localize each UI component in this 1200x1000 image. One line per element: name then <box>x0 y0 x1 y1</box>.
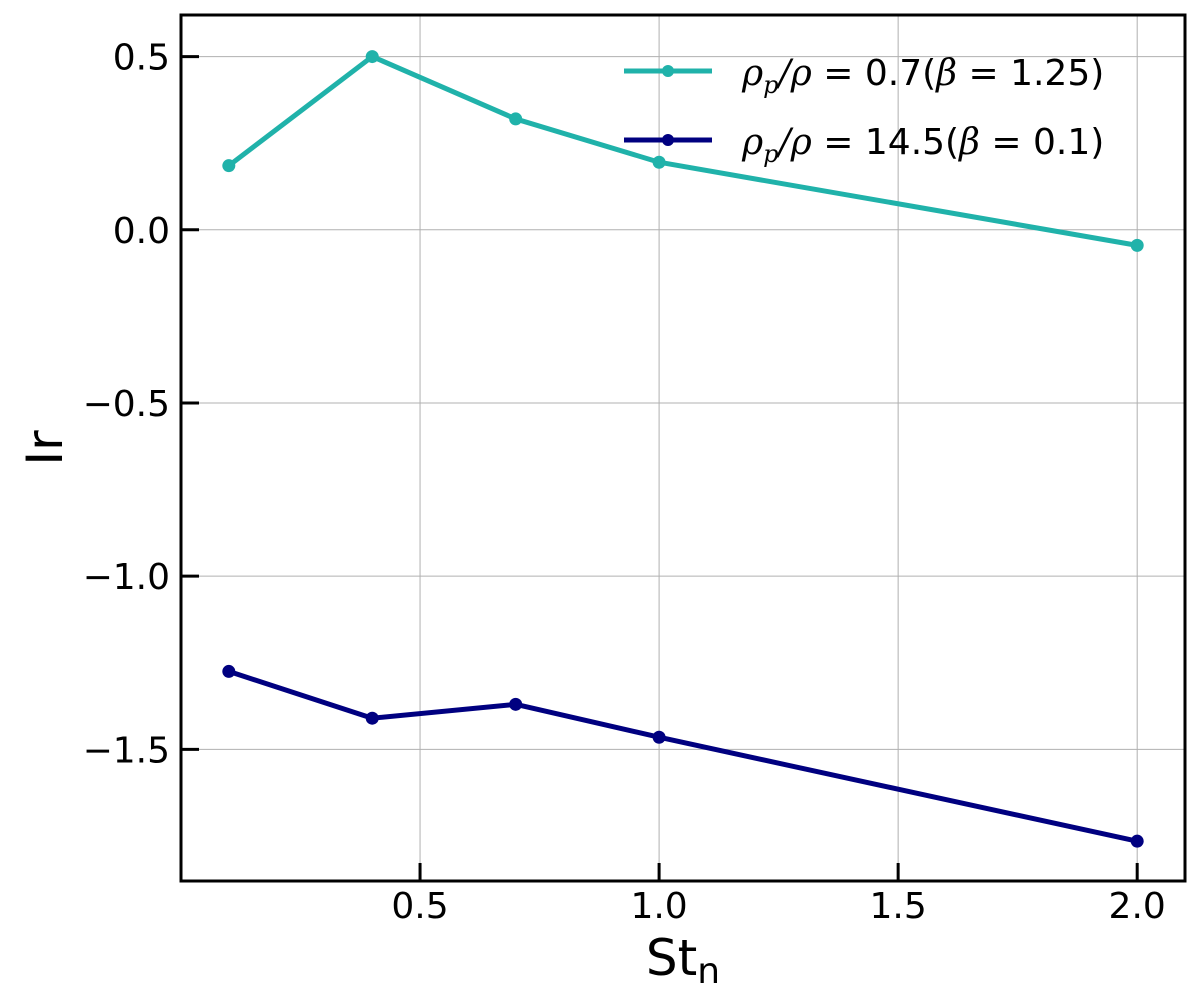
series-1-point-2 <box>509 697 523 711</box>
y-tick-label-4: −1.5 <box>83 730 170 771</box>
x-axis-label: Stn <box>646 929 720 992</box>
legend-label-0: ρp/ρ = 0.7(β = 1.25) <box>741 53 1104 99</box>
y-tick-label-1: 0.0 <box>113 211 170 252</box>
legend-marker-1 <box>662 134 674 146</box>
y-tick-label-0: 0.5 <box>113 38 170 79</box>
y-tick-label-3: −1.0 <box>83 557 170 598</box>
x-axis-label-main: St <box>646 929 697 987</box>
legend-label-1: ρp/ρ = 14.5(β = 0.1) <box>741 122 1104 168</box>
x-axis-label-subscript: n <box>697 951 720 992</box>
x-tick-label-0: 0.5 <box>391 886 448 927</box>
series-line-1 <box>228 669 1138 844</box>
legend-entry-1: ρp/ρ = 14.5(β = 0.1) <box>624 122 1104 168</box>
series-1-point-1 <box>365 711 379 725</box>
legend-entry-0: ρp/ρ = 0.7(β = 1.25) <box>624 53 1104 99</box>
series-1-point-3 <box>652 730 666 744</box>
series-layer <box>222 50 1144 848</box>
x-tick-label-2: 1.5 <box>870 886 927 927</box>
x-tick-label-3: 2.0 <box>1109 886 1166 927</box>
series-0-point-2 <box>509 112 523 126</box>
y-tick-label-2: −0.5 <box>83 384 170 425</box>
x-tick-label-1: 1.0 <box>630 886 687 927</box>
series-0-point-3 <box>652 155 666 169</box>
series-0-point-0 <box>222 159 236 173</box>
legend: ρp/ρ = 0.7(β = 1.25) ρp/ρ = 14.5(β = 0.1… <box>624 53 1104 168</box>
series-1-point-0 <box>222 664 236 678</box>
series-0-point-4 <box>1130 238 1144 252</box>
series-0-point-1 <box>365 50 379 64</box>
series-1-point-4 <box>1130 834 1144 848</box>
ticks: 0.5 1.0 1.5 2.0 0.5 0.0 −0.5 −1.0 −1.5 <box>83 38 1166 927</box>
y-axis-label: Ir <box>16 430 74 466</box>
plot-frame <box>179 13 1187 883</box>
legend-marker-0 <box>662 65 674 77</box>
